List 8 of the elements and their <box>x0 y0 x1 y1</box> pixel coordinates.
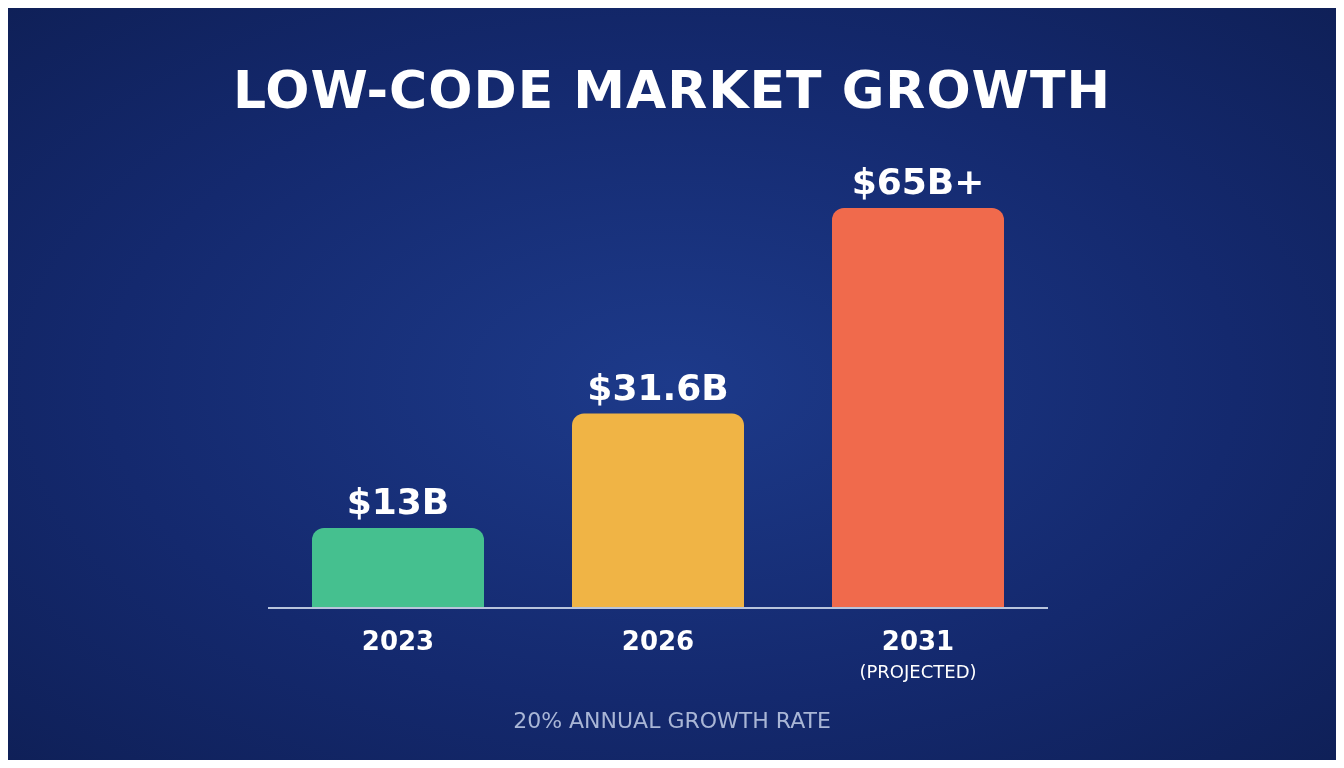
x-tick-label: 2026 <box>621 626 695 656</box>
x-tick-label: 2031 (PROJECTED) <box>859 626 977 682</box>
data-label: $65B+ <box>851 161 985 202</box>
data-label: $31.6B <box>587 366 729 408</box>
data-label: $13B <box>346 481 450 522</box>
x-tick-label: 2023 <box>361 626 435 656</box>
text: 20% ANNUAL GROWTH RATE <box>512 708 832 733</box>
chart-title: LOW-CODE MARKET GROWTH <box>232 60 1112 120</box>
